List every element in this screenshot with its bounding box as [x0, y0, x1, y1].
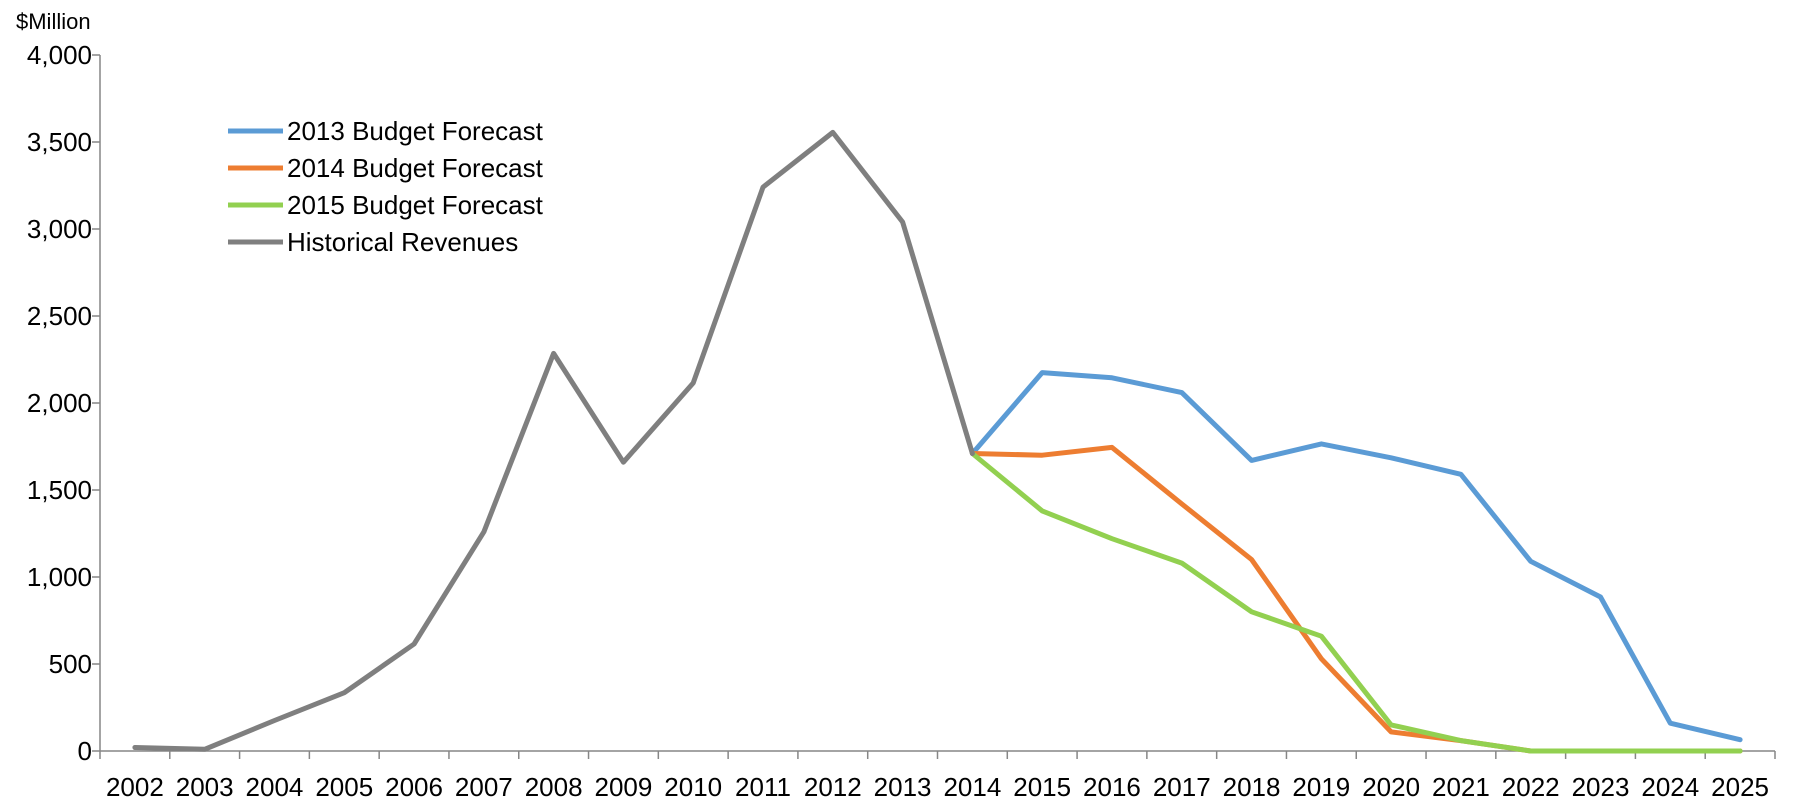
x-tick-label: 2009	[595, 772, 653, 802]
y-tick-label: 4,000	[27, 40, 92, 70]
series-lines	[132, 129, 1743, 754]
legend: 2013 Budget Forecast 2014 Budget Forecast…	[228, 116, 544, 257]
y-tick-label: 3,000	[27, 214, 92, 244]
x-tick-label: 2008	[525, 772, 583, 802]
y-tick-label: 1,000	[27, 562, 92, 592]
x-tick-label: 2018	[1223, 772, 1281, 802]
y-tick-label: 500	[49, 649, 92, 679]
series-line-2015-budget-forecast	[969, 451, 1743, 754]
y-tick-label: 1,500	[27, 475, 92, 505]
x-tick-label: 2021	[1432, 772, 1490, 802]
series-line-historical-revenues	[132, 129, 975, 752]
axes	[92, 54, 1776, 759]
legend-label-2013-budget-forecast: 2013 Budget Forecast	[287, 116, 544, 146]
x-tick-label: 2023	[1572, 772, 1630, 802]
x-tick-label: 2002	[106, 772, 164, 802]
x-tick-label: 2020	[1362, 772, 1420, 802]
x-tick-label: 2011	[735, 772, 791, 802]
x-tick-label: 2003	[176, 772, 234, 802]
y-tick-label: 2,500	[27, 301, 92, 331]
x-tick-label: 2025	[1711, 772, 1769, 802]
y-tick-label: 0	[78, 736, 92, 766]
x-tick-label: 2016	[1083, 772, 1141, 802]
y-tick-labels: 0 500 1,000 1,500 2,000 2,500 3,000 3,500 4,000	[27, 40, 92, 766]
x-tick-label: 2013	[874, 772, 932, 802]
x-tick-label: 2015	[1013, 772, 1071, 802]
x-tick-label: 2012	[804, 772, 862, 802]
x-tick-label: 2022	[1502, 772, 1560, 802]
legend-label-2014-budget-forecast: 2014 Budget Forecast	[287, 153, 544, 183]
legend-label-2015-budget-forecast: 2015 Budget Forecast	[287, 190, 544, 220]
x-tick-label: 2010	[664, 772, 722, 802]
x-tick-label: 2006	[385, 772, 443, 802]
series-line-2013-budget-forecast	[969, 370, 1743, 743]
x-tick-label: 2005	[315, 772, 373, 802]
y-tick-label: 3,500	[27, 127, 92, 157]
x-tick-label: 2017	[1153, 772, 1211, 802]
x-tick-label: 2024	[1641, 772, 1699, 802]
series-line-2014-budget-forecast	[969, 444, 1743, 754]
x-tick-label: 2014	[943, 772, 1001, 802]
x-tick-label: 2019	[1292, 772, 1350, 802]
x-tick-labels: 2002 2003 2004 2005 2006 2007 2008 2009 2010 2011…	[106, 772, 1769, 802]
legend-label-historical-revenues: Historical Revenues	[287, 227, 518, 257]
y-tick-label: 2,000	[27, 388, 92, 418]
y-axis-unit-label: $Million	[16, 9, 91, 34]
x-tick-label: 2007	[455, 772, 513, 802]
x-tick-label: 2004	[246, 772, 304, 802]
